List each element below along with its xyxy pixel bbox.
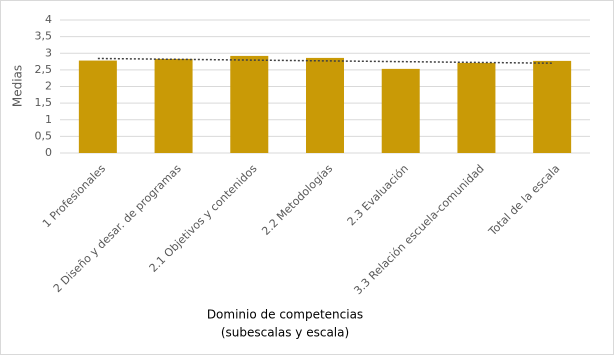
bar — [230, 55, 269, 153]
bar — [381, 68, 420, 153]
y-tick-label: 3 — [45, 46, 52, 59]
y-tick-label: 3,5 — [35, 30, 53, 43]
x-axis-title: Dominio de competencias — [207, 308, 363, 322]
x-axis-title: (subescalas y escala) — [221, 326, 349, 340]
y-tick-label: 1 — [45, 113, 52, 126]
bar — [533, 60, 572, 153]
y-tick-label: 0 — [45, 146, 52, 159]
bar — [457, 62, 496, 153]
y-tick-label: 2,5 — [35, 63, 53, 76]
y-tick-label: 1,5 — [35, 96, 53, 109]
bar — [306, 57, 344, 153]
bar — [78, 60, 117, 153]
y-axis-title: Medias — [11, 65, 25, 107]
y-tick-label: 2 — [45, 80, 52, 93]
y-tick-label: 0,5 — [35, 129, 53, 142]
bar — [154, 58, 193, 154]
y-tick-label: 4 — [45, 13, 52, 26]
